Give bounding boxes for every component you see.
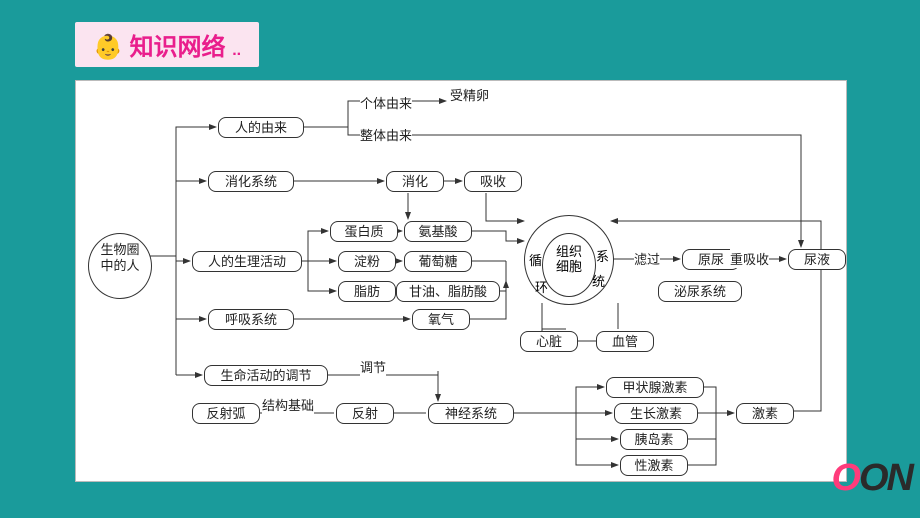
node-growth: 生长激素 bbox=[614, 403, 698, 424]
header-icon: 👶 bbox=[93, 34, 123, 61]
node-glyfat: 甘油、脂肪酸 bbox=[396, 281, 500, 302]
edge-14 bbox=[308, 261, 336, 291]
edge-34 bbox=[502, 387, 604, 413]
node-origin: 人的由来 bbox=[218, 117, 304, 138]
free-label-0: 个体由来 bbox=[360, 93, 412, 112]
free-label-4: 重吸收 bbox=[730, 249, 769, 268]
header-title: 知识网络 bbox=[130, 34, 226, 61]
node-glucose: 葡萄糖 bbox=[404, 251, 472, 272]
node-arc: 反射弧 bbox=[192, 403, 260, 424]
node-root: 生物圈中的人 bbox=[88, 233, 152, 299]
edge-36 bbox=[576, 413, 618, 439]
node-regulate: 生命活动的调节 bbox=[204, 365, 328, 386]
node-hormone: 激素 bbox=[736, 403, 794, 424]
edge-0 bbox=[138, 127, 216, 256]
node-sex: 性激素 bbox=[620, 455, 688, 476]
node-thyroid: 甲状腺激素 bbox=[606, 377, 704, 398]
node-physio: 人的生理活动 bbox=[192, 251, 302, 272]
edge-37 bbox=[576, 439, 618, 465]
node-digest: 消化 bbox=[386, 171, 444, 192]
edge-11 bbox=[486, 193, 524, 221]
free-label-6: 结构基础 bbox=[262, 395, 314, 414]
corner-decoration: OON bbox=[831, 457, 912, 500]
header-dots: .. bbox=[232, 42, 241, 59]
tissue-cell-inner: 组织细胞 bbox=[542, 233, 596, 297]
node-fat: 脂肪 bbox=[338, 281, 396, 302]
node-vessel: 血管 bbox=[596, 331, 654, 352]
header-badge: 👶 知识网络 .. bbox=[75, 22, 259, 67]
node-reflex: 反射 bbox=[336, 403, 394, 424]
diagram-panel: 循系环统 组织细胞 生物圈中的人人的由来消化系统人的生理活动呼吸系统生命活动的调… bbox=[75, 80, 847, 482]
free-label-2: 整体由来 bbox=[360, 125, 412, 144]
node-oxygen: 氧气 bbox=[412, 309, 470, 330]
node-heart: 心脏 bbox=[520, 331, 578, 352]
node-urisys: 泌尿系统 bbox=[658, 281, 742, 302]
free-label-3: 滤过 bbox=[634, 249, 660, 268]
free-label-5: 调节 bbox=[360, 357, 386, 376]
node-protein: 蛋白质 bbox=[330, 221, 398, 242]
edge-24 bbox=[542, 303, 566, 329]
deco-text: ON bbox=[859, 457, 912, 499]
node-amino: 氨基酸 bbox=[404, 221, 472, 242]
node-resp: 呼吸系统 bbox=[208, 309, 294, 330]
node-nerve: 神经系统 bbox=[428, 403, 514, 424]
node-urine: 尿液 bbox=[788, 249, 846, 270]
node-digestsys: 消化系统 bbox=[208, 171, 294, 192]
node-absorb: 吸收 bbox=[464, 171, 522, 192]
free-label-1: 受精卵 bbox=[450, 85, 489, 104]
node-starch: 淀粉 bbox=[338, 251, 396, 272]
node-insulin: 胰岛素 bbox=[620, 429, 688, 450]
